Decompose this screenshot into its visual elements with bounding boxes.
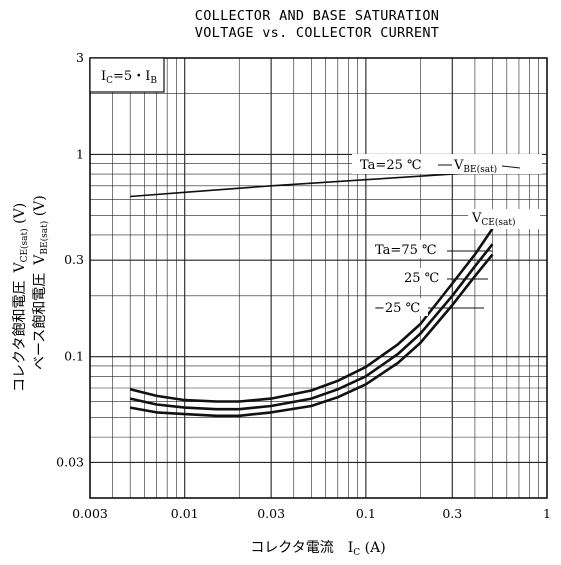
y-tick-label: 3 xyxy=(76,50,84,65)
y-tick-label: 1 xyxy=(76,146,84,161)
annotations: Ta=25 ℃ VBE(sat) VCE(sat) Ta=75 ℃ 25 ℃ −… xyxy=(352,154,542,316)
x-tick-label: 0.1 xyxy=(356,506,376,521)
t25-label: 25 ℃ xyxy=(404,271,439,286)
ta75-label: Ta=75 ℃ xyxy=(375,243,437,258)
vce-series-label: VCE(sat) xyxy=(471,211,515,228)
x-axis-label: コレクタ電流 IC (A) xyxy=(250,540,385,558)
x-tick-label: 0.003 xyxy=(72,506,108,521)
chart-title-line2: VOLTAGE vs. COLLECTOR CURRENT xyxy=(195,25,439,41)
tm25-label: −25 ℃ xyxy=(374,301,420,316)
condition-box: IC=5・IB xyxy=(89,57,165,93)
y-tick-label: 0.1 xyxy=(64,349,84,364)
tick-labels: 0.003 0.01 0.03 0.1 0.3 1 0.03 0.1 0.3 1 3 xyxy=(56,50,551,521)
y-axis-label-line1: コレクタ飽和電圧VCE(sat) (V) xyxy=(11,203,30,392)
y-axis-label: コレクタ飽和電圧VCE(sat) (V) ベース飽和電圧VBE(sat) (V) xyxy=(11,195,50,392)
y-tick-label: 0.03 xyxy=(56,454,84,469)
vbe-series-label: VBE(sat) xyxy=(453,158,497,175)
series-group xyxy=(129,171,494,418)
series-line-3 xyxy=(129,253,494,418)
x-tick-label: 0.3 xyxy=(442,506,462,521)
grid-lines xyxy=(89,57,547,499)
y-axis-label-line2: ベース飽和電圧VBE(sat) (V) xyxy=(31,195,50,370)
chart-title-line1: COLLECTOR AND BASE SATURATION xyxy=(195,8,439,24)
condition-label: IC=5・IB xyxy=(101,69,157,86)
series-line-2 xyxy=(129,243,494,411)
vbe-temp-label: Ta=25 ℃ xyxy=(360,158,422,173)
x-tick-label: 0.01 xyxy=(171,506,199,521)
y-tick-label: 0.3 xyxy=(64,252,84,267)
plot-frame xyxy=(89,57,548,499)
series-line-1 xyxy=(129,227,494,403)
x-tick-label: 0.03 xyxy=(257,506,285,521)
x-tick-label: 1 xyxy=(543,506,551,521)
